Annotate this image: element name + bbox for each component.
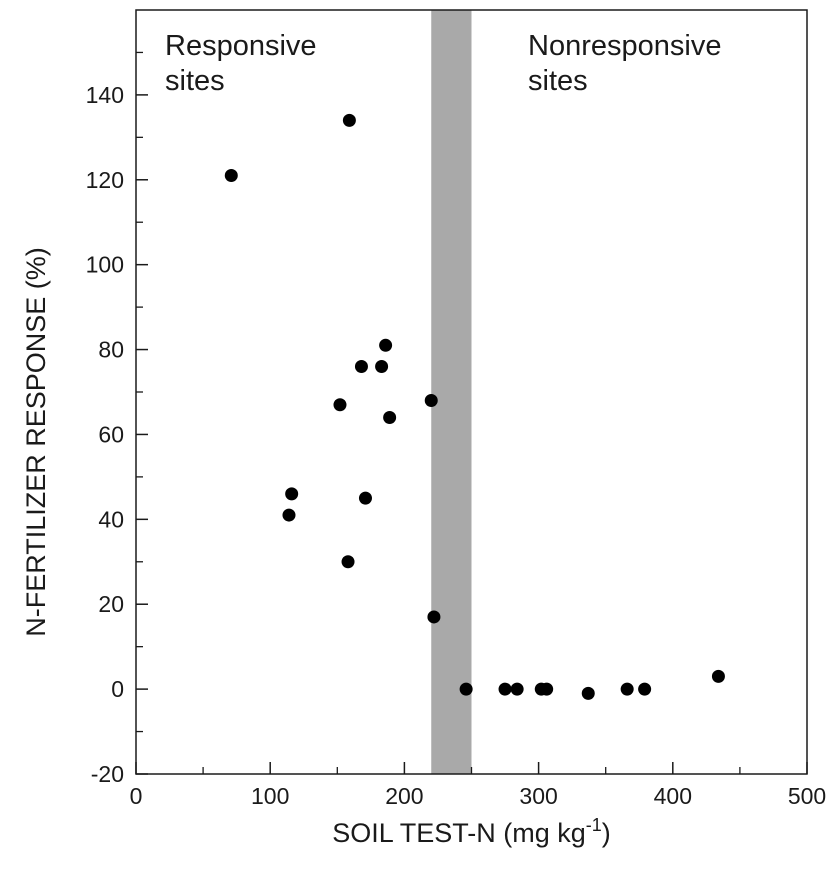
- region-label-nonresponsive-sites: sites: [528, 65, 588, 97]
- data-point: [620, 682, 634, 696]
- x-tick-label: 300: [519, 783, 557, 809]
- data-point: [638, 682, 652, 696]
- data-point: [341, 555, 355, 569]
- x-axis-title-superscript: -1: [586, 815, 602, 835]
- data-point: [459, 682, 473, 696]
- x-axis-title: SOIL TEST-N (mg kg-1): [332, 815, 611, 848]
- data-point: [510, 682, 524, 696]
- x-axis-title-main: SOIL TEST-N (mg kg: [332, 818, 586, 848]
- x-tick-label: 500: [788, 783, 826, 809]
- y-tick-label: 100: [86, 252, 124, 278]
- region-label-responsive: Responsive: [165, 30, 317, 62]
- data-point: [427, 610, 441, 624]
- y-tick-label: -20: [91, 761, 124, 787]
- x-axis-title-suffix: ): [602, 818, 611, 848]
- x-tick-label: 0: [130, 783, 143, 809]
- data-point: [358, 491, 372, 505]
- data-point: [581, 686, 595, 700]
- data-point: [354, 360, 368, 374]
- data-point: [282, 508, 296, 522]
- data-point: [333, 398, 347, 412]
- x-tick-label: 100: [251, 783, 289, 809]
- data-point: [498, 682, 512, 696]
- band-layer: [431, 10, 472, 774]
- region-label-nonresponsive: Nonresponsive: [528, 30, 721, 62]
- x-tick-label: 400: [654, 783, 692, 809]
- data-point: [285, 487, 299, 501]
- data-point: [342, 113, 356, 127]
- y-tick-label: 0: [111, 676, 124, 702]
- y-tick-label: 80: [98, 337, 124, 363]
- data-point: [540, 682, 554, 696]
- y-tick-label: 140: [86, 82, 124, 108]
- y-tick-label: 40: [98, 506, 124, 532]
- data-point: [383, 410, 397, 424]
- threshold-band: [431, 10, 472, 774]
- y-axis-title: N-FERTILIZER RESPONSE (%): [21, 247, 51, 637]
- y-tick-label: 60: [98, 421, 124, 447]
- x-tick-label: 200: [385, 783, 423, 809]
- y-tick-label: 120: [86, 167, 124, 193]
- data-point: [375, 360, 389, 374]
- data-point: [711, 669, 725, 683]
- y-tick-label: 20: [98, 591, 124, 617]
- data-point: [424, 393, 438, 407]
- data-point: [224, 169, 238, 183]
- region-label-responsive-sites: sites: [165, 65, 225, 97]
- data-point: [379, 338, 393, 352]
- point-layer: [224, 113, 725, 700]
